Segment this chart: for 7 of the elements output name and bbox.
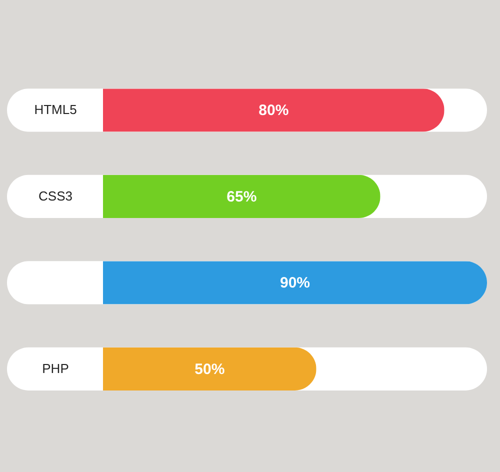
data-label: 65%	[226, 188, 257, 206]
data-label: 90%	[280, 274, 310, 292]
data-label: 50%	[194, 360, 225, 378]
data-label: 80%	[258, 102, 289, 120]
y-tick-label: HTML5	[34, 102, 77, 118]
y-tick-label: PHP	[42, 360, 69, 376]
y-tick-label: CSS3	[38, 188, 72, 204]
